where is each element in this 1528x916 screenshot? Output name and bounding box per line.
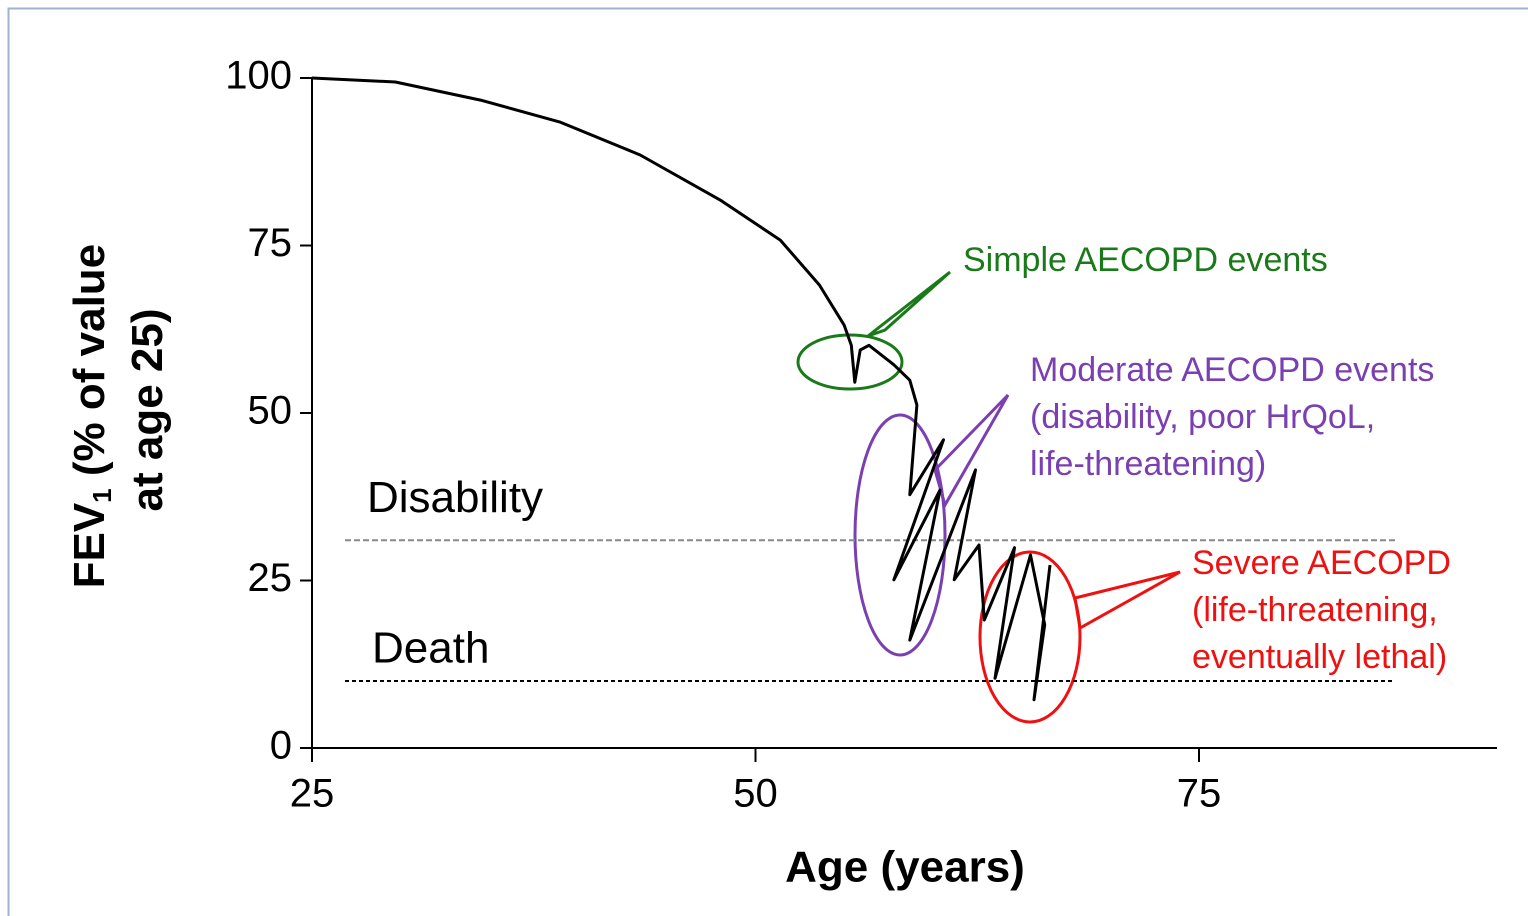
y-title-line2: at age 25): [123, 309, 172, 512]
y-title-main: FEV: [65, 502, 114, 588]
callout: [1073, 570, 1181, 631]
annotation: Simple AECOPD events: [963, 241, 1328, 279]
y-tick-label: 50: [248, 389, 293, 433]
ellipse: [796, 333, 904, 391]
ellipse: [853, 413, 947, 657]
reference-label: Death: [372, 624, 489, 673]
data-line: [311, 76, 1052, 702]
y-title-rest: (% of value: [65, 244, 114, 489]
y-tick-label: 75: [248, 221, 293, 265]
y-tick-label: 100: [225, 54, 292, 98]
y-title-sub: 1: [87, 488, 117, 502]
y-tick-label: 0: [270, 724, 292, 768]
annotation: (life-threatening,: [1192, 591, 1438, 629]
ellipse: [978, 550, 1082, 724]
annotation: life-threatening): [1030, 445, 1266, 483]
annotation: (disability, poor HrQoL,: [1030, 398, 1375, 436]
x-axis-title: Age (years): [785, 843, 1025, 892]
x-tick-label: 50: [733, 772, 778, 816]
callout: [867, 270, 951, 338]
frame: [7, 7, 1528, 916]
y-axis-title: FEV1 (% of value at age 25): [65, 232, 172, 589]
reference-label: Disability: [367, 473, 543, 522]
annotation: Moderate AECOPD events: [1030, 351, 1434, 389]
y-tick-label: 25: [248, 556, 293, 600]
x-tick-label: 75: [1177, 772, 1222, 816]
x-tick-label: 25: [290, 772, 335, 816]
annotation: Severe AECOPD: [1192, 544, 1451, 582]
annotation: eventually lethal): [1192, 638, 1447, 676]
